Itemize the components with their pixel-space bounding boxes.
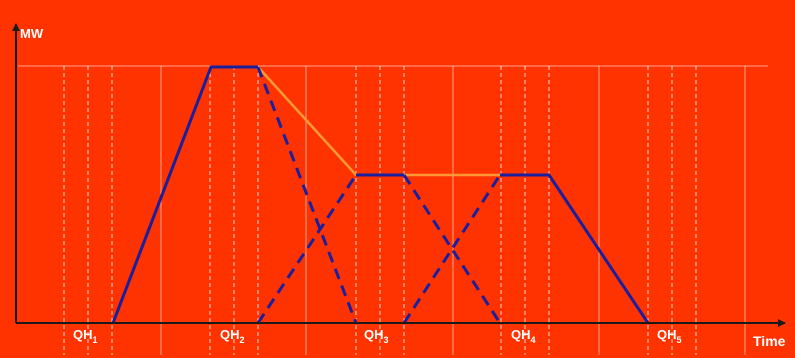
x-axis-label: Time	[753, 333, 786, 349]
qh-label: QH5	[657, 327, 682, 345]
qh-label: QH1	[73, 327, 98, 345]
grid-dashed-lines	[63, 66, 697, 355]
grid-solid-lines	[160, 66, 746, 355]
block-profile-3	[500, 173, 650, 324]
y-axis-label: MW	[20, 26, 44, 41]
dashed-ramp-lines	[256, 66, 502, 324]
quarter-hour-labels: QH1 QH2 QH3 QH4 QH5	[73, 327, 682, 345]
solid-block-lines	[111, 65, 650, 324]
ramp-up-dashed	[402, 174, 502, 324]
block-profile-1	[111, 65, 258, 324]
ramp-down-dashed	[402, 174, 502, 324]
qh-label: QH2	[220, 327, 245, 345]
ramp-up-dashed	[256, 174, 358, 324]
qh-label: QH4	[511, 327, 536, 345]
ramp-down-dashed	[256, 66, 358, 324]
qh-label: QH3	[364, 327, 389, 345]
